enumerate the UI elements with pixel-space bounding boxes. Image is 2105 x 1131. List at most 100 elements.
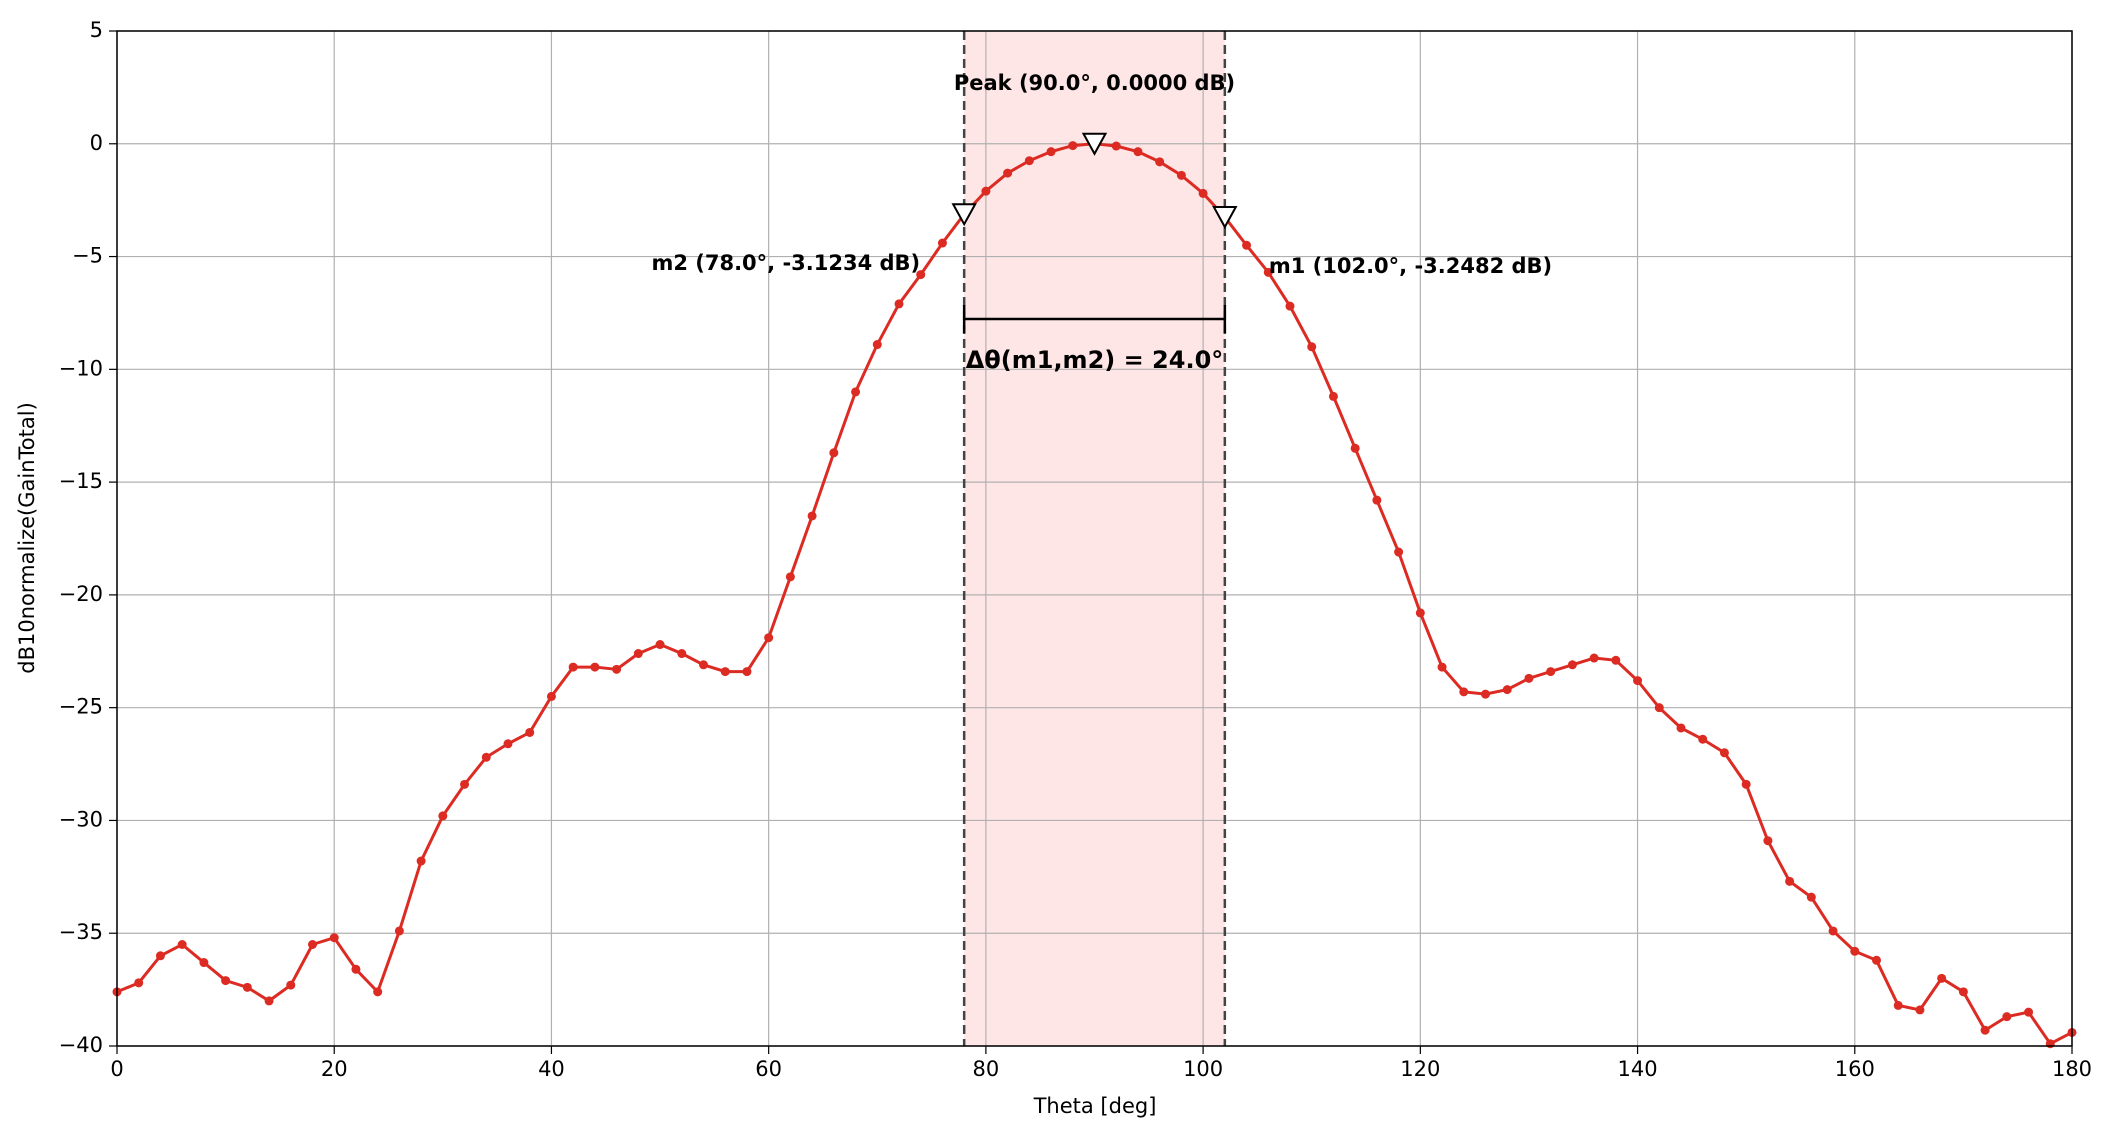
data-point [1263,267,1273,277]
data-point [416,856,426,866]
data-point [937,238,947,248]
data-point [1459,687,1469,697]
data-point [1611,655,1621,665]
plot-frame [116,30,2073,1047]
data-point [1698,734,1708,744]
highlight-band [964,31,1225,1046]
data-point [981,186,991,196]
data-point [655,640,665,650]
x-tick-label: 60 [755,1057,782,1081]
y-tick-label: −30 [59,807,103,831]
data-point [1350,443,1360,453]
data-point [1654,703,1664,713]
data-point [1785,876,1795,886]
data-point [720,667,730,677]
data-point [1676,723,1686,733]
data-point [1328,391,1338,401]
data-point [1980,1025,1990,1035]
data-point [351,964,361,974]
data-point [872,340,882,350]
data-point [329,933,339,943]
data-point [1068,141,1078,151]
marker [1081,132,1108,156]
data-point [1719,748,1729,758]
data-point [851,387,861,397]
x-tick-label: 180 [2052,1057,2092,1081]
data-point [221,976,231,986]
data-point [286,980,296,990]
data-point [1242,240,1252,250]
data-point [308,940,317,949]
data-point [1546,667,1556,677]
x-tick-label: 0 [110,1057,123,1081]
x-axis-label: Theta [deg] [1033,1094,1157,1118]
data-point [1937,973,1947,983]
data-point [1589,653,1599,663]
y-axis-label: dB10normalize(GainTotal) [15,402,39,674]
marker-label: m2 (78.0°, -3.1234 dB) [651,251,920,275]
data-point [1046,147,1056,157]
data-point [1850,946,1860,956]
x-tick-label: 20 [321,1057,348,1081]
data-point [134,978,144,988]
marker [951,203,977,227]
data-point [1285,301,1295,311]
marker-label: Peak (90.0°, 0.0000 dB) [954,71,1235,95]
data-point [481,752,491,762]
data-point [2045,1039,2055,1049]
data-point [1415,608,1425,618]
data-point [1567,660,1577,670]
data-point [546,691,556,701]
data-point [525,727,535,737]
x-tick-label: 120 [1400,1057,1440,1081]
data-point [1763,836,1773,846]
y-tick-label: −25 [59,695,103,719]
y-tick-label: 5 [90,18,103,42]
data-point [2002,1012,2012,1022]
marker [1212,206,1238,230]
data-point [199,958,209,968]
data-point [1437,662,1447,672]
data-point [590,662,600,672]
y-tick-label: −35 [59,920,103,944]
data-point [677,649,687,659]
data-point [1024,156,1034,166]
data-point [1915,1005,1925,1015]
data-point [1633,676,1643,686]
data-point [764,633,774,643]
data-point [264,996,274,1006]
x-tick-label: 100 [1183,1057,1223,1081]
data-point [1372,495,1382,505]
data-point [1481,689,1490,699]
data-point [1111,141,1121,151]
data-point [612,664,622,674]
data-point [1524,673,1534,683]
data-point [1806,892,1816,902]
y-tick-label: −40 [59,1033,103,1057]
x-tick-label: 140 [1618,1057,1658,1081]
data-point [1155,157,1165,167]
data-point [394,926,404,936]
data-point [894,299,904,309]
data-point [633,649,643,659]
y-tick-label: −10 [59,356,103,380]
data-point [742,667,752,677]
delta-label: Δθ(m1,m2) = 24.0° [966,346,1224,374]
x-tick-label: 40 [538,1057,565,1081]
data-point [785,572,795,582]
data-point [916,270,926,280]
data-point [155,951,165,961]
data-point [807,511,817,521]
y-tick-label: −20 [59,582,103,606]
data-point [177,940,187,949]
data-point [1872,955,1881,965]
data-point [1307,342,1317,352]
x-tick-label: 80 [973,1057,1000,1081]
data-point [568,662,578,672]
data-point [1958,987,1968,997]
marker-label: m1 (102.0°, -3.2482 dB) [1269,254,1552,278]
data-point [2024,1007,2034,1017]
data-point [242,982,252,992]
data-point [438,811,448,821]
